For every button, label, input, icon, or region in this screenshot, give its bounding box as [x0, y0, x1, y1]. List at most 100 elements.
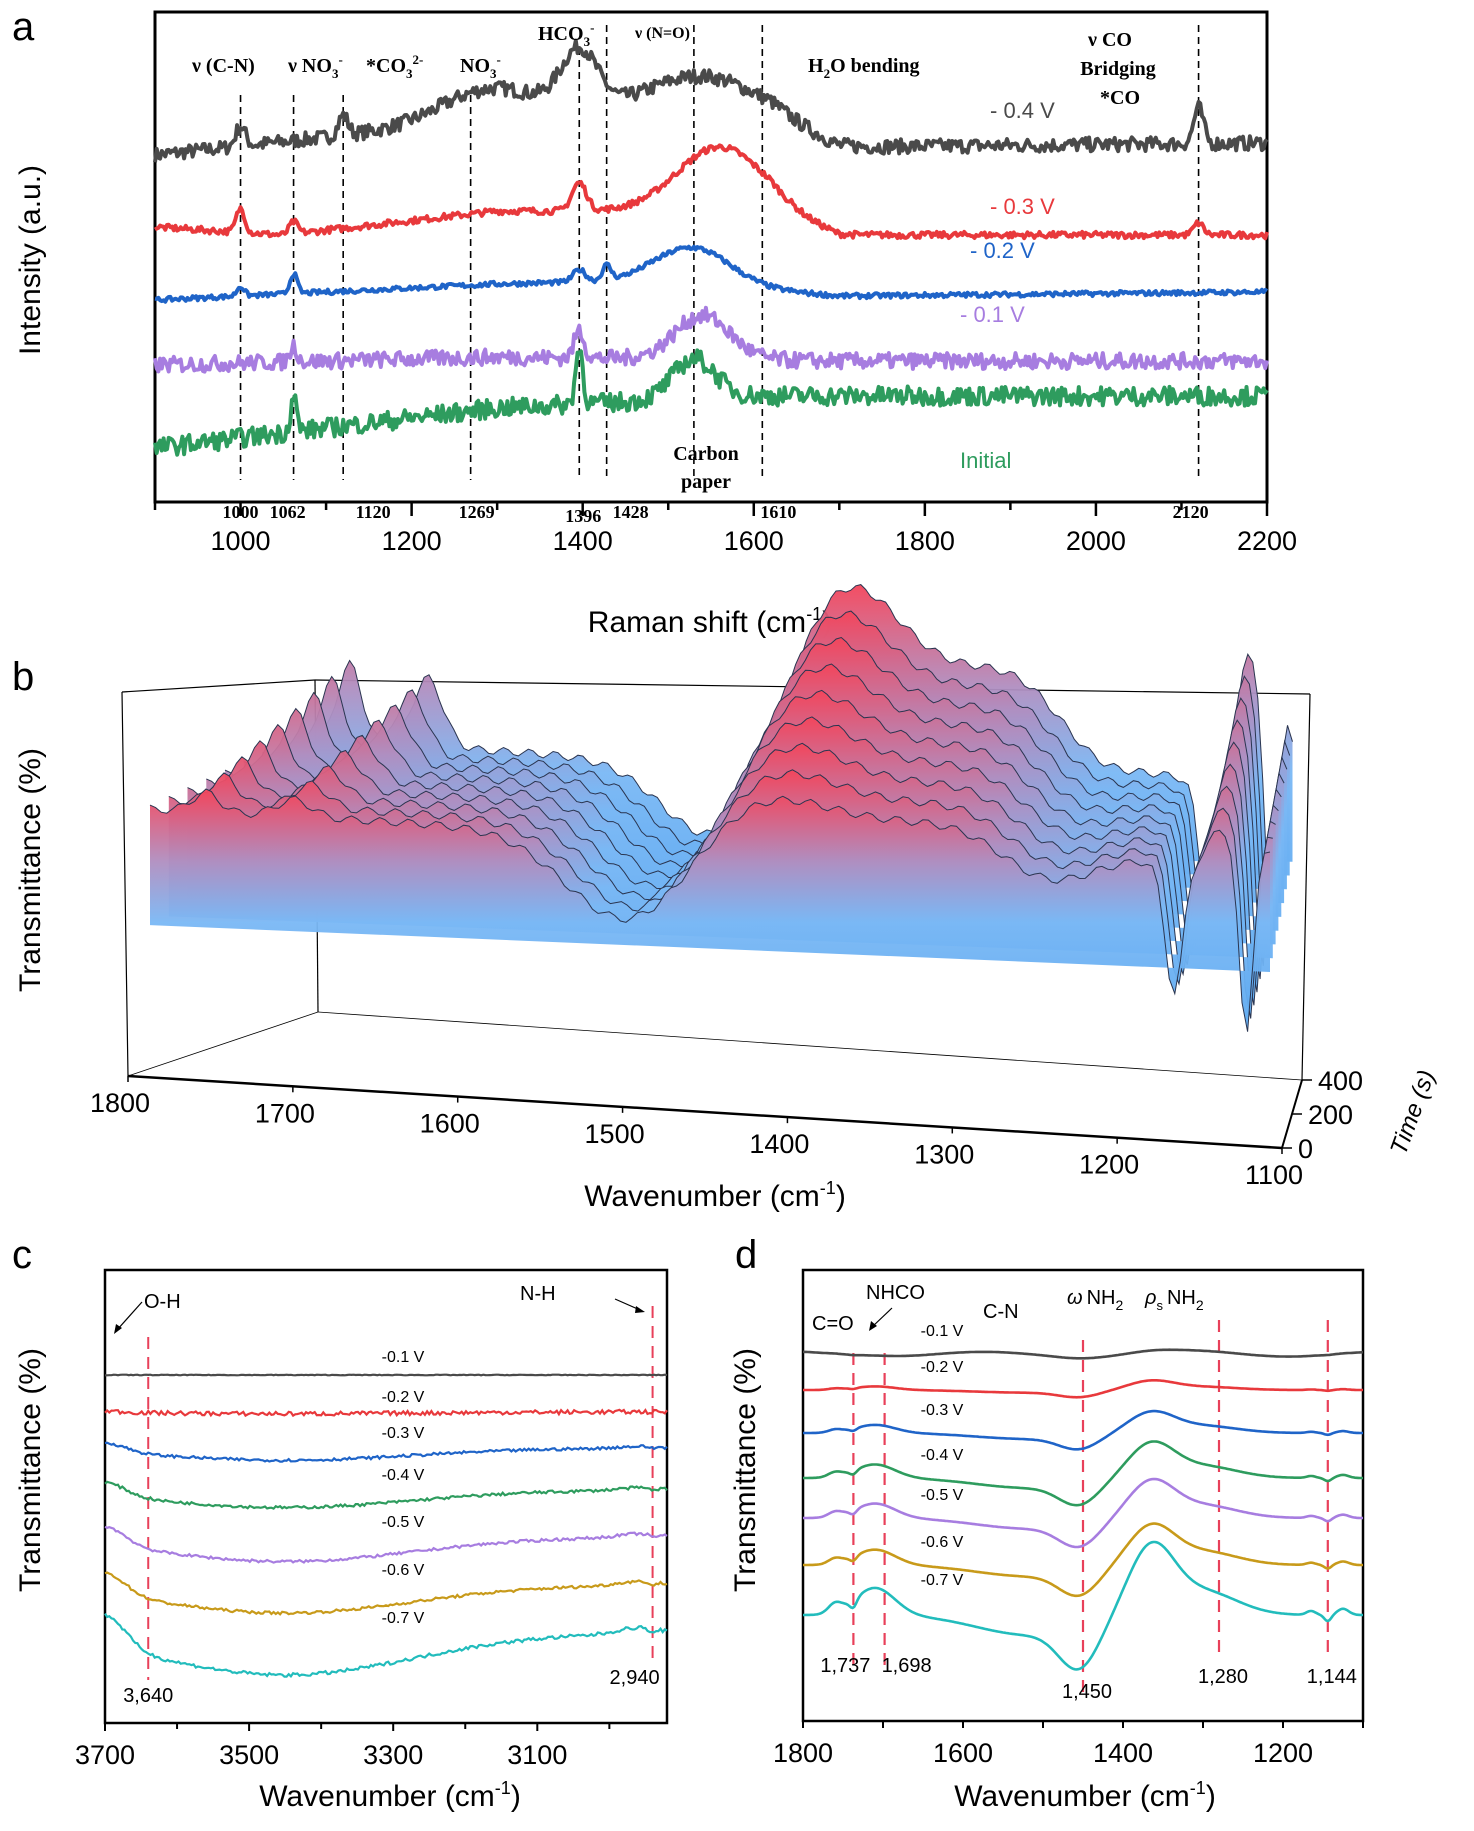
annotation-c-n-d: C-N: [983, 1301, 1019, 1323]
n-h-arrowhead-icon: [635, 1306, 645, 1313]
panel-c-x-ticks: 3700 3500 3300 3100: [75, 1723, 611, 1770]
panel-b-box-frame: [121, 679, 1311, 1150]
reference-label: 1,698: [882, 1655, 932, 1677]
series-label: -0.1 V: [921, 1323, 964, 1340]
series-label: -0.7 V: [382, 1610, 425, 1627]
annotation-omega-nh2: ω NH2: [1067, 1287, 1123, 1313]
x-tick-label: 1600: [933, 1738, 993, 1768]
series-label: -0.4 V: [921, 1447, 964, 1464]
reference-label: 1,450: [1062, 1681, 1112, 1703]
x-tick-label: 3500: [219, 1740, 279, 1770]
series-label: -0.1 V: [382, 1349, 425, 1366]
panel-d-plot-frame: [801, 1268, 1365, 1723]
reference-label: 1,144: [1307, 1666, 1357, 1688]
series-line--0-6-v: [104, 1571, 668, 1616]
x-tick-label: 1200: [382, 526, 442, 556]
annotation-no3: NO3-: [460, 52, 501, 81]
series-line--0-6-v: [803, 1522, 1363, 1598]
panel-c-plot-frame: [103, 1268, 669, 1725]
panel-letter-b: b: [12, 655, 34, 699]
x-tick-label: 2200: [1237, 526, 1297, 556]
panel-b-x-axis-title: Wavenumber (cm-1): [584, 1178, 846, 1213]
panel-b-x-ticks: 1800 1700 1600 1500 1400 1300 1200 1100: [90, 1076, 1303, 1190]
x-tick-label: 1600: [420, 1109, 480, 1139]
x-tick-label: 1500: [585, 1119, 645, 1149]
series-label: - 0.1 V: [960, 302, 1025, 327]
series-line--0-7-v: [803, 1540, 1363, 1671]
x-tick-label: 1400: [553, 526, 613, 556]
panel-b-time-ticks: 0 200 400: [1282, 1066, 1363, 1164]
panel-b-z-axis-title: Time (s): [1385, 1067, 1440, 1159]
panel-a-reference-labels: 1000 1062 1120 1269 1396 1428 1610 2120: [223, 502, 1209, 526]
z-tick-label: 0: [1298, 1134, 1313, 1164]
reference-label: 1062: [270, 502, 306, 522]
annotation-h2o-bending: H2O bending: [808, 55, 920, 81]
series-line--0-5-v: [803, 1477, 1363, 1549]
panel-d-x-axis-title: Wavenumber (cm-1): [954, 1778, 1216, 1813]
panel-letter-a: a: [12, 5, 35, 49]
series-line--0-3-v: [104, 1441, 668, 1463]
annotation-o-h: O-H: [144, 1291, 181, 1313]
series-label: -0.7 V: [921, 1572, 964, 1589]
panel-b-surface-slices: [149, 584, 1293, 1032]
x-tick-label: 1100: [1245, 1160, 1303, 1190]
panel-c-reference-lines: 3,640 2,940: [123, 1306, 660, 1707]
panel-d-series: -0.1 V -0.2 V -0.3 V -0.4 V -0.5 V -0.6 V -0.7…: [802, 1323, 1364, 1671]
panel-letter-d: d: [735, 1233, 757, 1277]
series-label: -0.6 V: [382, 1562, 425, 1579]
annotation-star-co: *CO: [1100, 87, 1140, 109]
nhco-arrow-icon: [871, 1307, 893, 1328]
series-label: - 0.2 V: [970, 238, 1035, 263]
reference-label: 1000: [223, 502, 259, 522]
surface-slice-fill: [150, 789, 1270, 1032]
series-label: -0.3 V: [382, 1425, 425, 1442]
reference-label: 1269: [459, 502, 495, 522]
series-label: -0.2 V: [921, 1359, 964, 1376]
series-line--0-3-v: [153, 143, 1269, 241]
series-label: Initial: [960, 448, 1011, 473]
panel-a-reference-lines: [239, 25, 1200, 480]
panel-letter-c: c: [12, 1233, 32, 1277]
reference-label: 3,640: [123, 1685, 173, 1707]
annotation-no3-stretch: ν NO3-: [287, 52, 343, 81]
panel-d-reference-lines: 1,737 1,698 1,450 1,280 1,144: [820, 1320, 1357, 1703]
series-line--0-2-v: [104, 1408, 668, 1418]
panel-c-y-axis-title: Transmittance (%): [14, 1348, 47, 1592]
series-label: -0.5 V: [921, 1487, 964, 1504]
annotation-c-o: C=O: [812, 1313, 854, 1335]
panel-a-x-axis-title: Raman shift (cm-1): [588, 604, 832, 639]
series-line--0-1-v: [153, 305, 1269, 374]
series-label: -0.4 V: [382, 1467, 425, 1484]
o-h-arrow-icon: [116, 1301, 143, 1331]
annotation-c-n: ν (C-N): [191, 55, 255, 77]
reference-label: 1120: [356, 502, 391, 522]
series-label: -0.5 V: [382, 1514, 425, 1531]
panel-c-series: -0.1 V -0.2 V -0.3 V -0.4 V -0.5 V -0.6 V -0.7…: [104, 1349, 668, 1678]
reference-label: 1,280: [1198, 1666, 1248, 1688]
series-label: - 0.3 V: [990, 194, 1055, 219]
x-tick-label: 1700: [255, 1098, 315, 1128]
x-tick-label: 1200: [1253, 1738, 1313, 1768]
series-line--0-4-v: [803, 1440, 1363, 1507]
annotation-carbon: Carbon: [673, 443, 739, 465]
x-tick-label: 3300: [363, 1740, 423, 1770]
panel-a-raman-chart: - 0.4 V - 0.3 V - 0.2 V - 0.1 V Initial 1000…: [14, 10, 1297, 639]
z-tick-label: 400: [1318, 1066, 1363, 1096]
series-line--0-2-v: [803, 1379, 1363, 1399]
surface-slice-line: [187, 742, 1276, 1006]
surface-slice-line: [168, 769, 1273, 1019]
panel-a-x-ticks: 1000 1200 1400 1600 1800 2000 2200: [153, 502, 1297, 556]
x-tick-label: 1400: [749, 1129, 809, 1159]
panel-c-ir-chart: 3,640 2,940 -0.1 V -0.2 V -0.3 V -0.4 V -0.5 …: [14, 1268, 669, 1813]
x-tick-label: 1300: [914, 1139, 974, 1169]
z-tick-label: 200: [1308, 1100, 1353, 1130]
x-tick-label: 1800: [895, 526, 955, 556]
reference-label: 1428: [613, 502, 649, 522]
series-line-initial: [153, 348, 1269, 457]
x-tick-label: 2000: [1066, 526, 1126, 556]
x-tick-label: 1400: [1093, 1738, 1153, 1768]
x-tick-label: 1800: [773, 1738, 833, 1768]
annotation-n-o: ν (N=O): [634, 25, 690, 42]
annotation-co3: *CO32-: [366, 52, 423, 81]
